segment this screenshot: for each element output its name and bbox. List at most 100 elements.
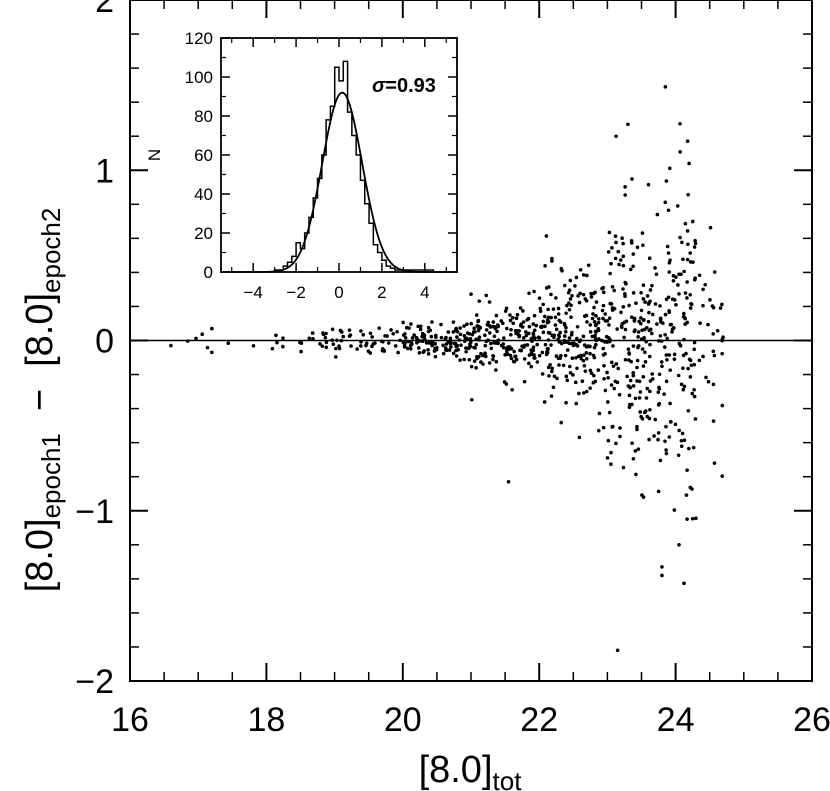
scatter-point <box>370 344 374 349</box>
scatter-point <box>638 390 643 394</box>
scatter-point <box>210 350 214 355</box>
scatter-point <box>310 331 315 335</box>
scatter-point <box>694 516 698 521</box>
x-tick-label: 26 <box>793 701 830 739</box>
scatter-point <box>575 344 580 348</box>
scatter-point <box>639 290 643 295</box>
scatter-point <box>513 328 518 333</box>
scatter-point <box>527 291 531 296</box>
scatter-point <box>593 333 597 338</box>
scatter-point <box>676 453 681 458</box>
scatter-point <box>688 260 693 264</box>
scatter-point <box>654 272 659 277</box>
scatter-point <box>496 323 500 327</box>
scatter-point <box>630 441 634 445</box>
scatter-point <box>531 331 536 336</box>
scatter-point <box>602 363 606 368</box>
scatter-point <box>621 254 626 259</box>
scatter-point <box>631 373 636 378</box>
scatter-point <box>535 360 540 364</box>
scatter-point <box>664 379 669 384</box>
scatter-point <box>677 543 681 547</box>
scatter-point <box>720 337 725 342</box>
scatter-point <box>537 296 542 300</box>
scatter-point <box>462 324 466 328</box>
scatter-point <box>467 332 472 336</box>
scatter-point <box>358 344 363 348</box>
scatter-point <box>568 278 573 283</box>
scatter-point <box>320 344 325 348</box>
scatter-point <box>543 264 547 268</box>
scatter-point <box>582 353 586 358</box>
scatter-point <box>534 323 539 328</box>
scatter-point <box>588 386 592 390</box>
y-tick-label: −1 <box>75 493 114 531</box>
scatter-point <box>720 351 724 356</box>
scatter-point <box>491 353 495 358</box>
scatter-point <box>626 347 631 351</box>
scatter-point <box>647 256 652 261</box>
scatter-point <box>615 380 620 385</box>
scatter-point <box>541 302 545 307</box>
scatter-point <box>653 266 657 270</box>
scatter-point <box>584 313 589 318</box>
scatter-point <box>401 320 405 325</box>
scatter-point <box>711 305 716 310</box>
scatter-point <box>529 364 534 369</box>
scatter-point <box>608 301 612 306</box>
scatter-point <box>484 328 489 332</box>
scatter-point <box>574 275 579 280</box>
scatter-point <box>635 358 640 363</box>
scatter-point <box>589 291 593 296</box>
scatter-point <box>584 298 589 303</box>
scatter-point <box>606 250 611 254</box>
scatter-point <box>678 121 682 126</box>
scatter-point <box>657 386 662 391</box>
scatter-point <box>542 400 547 404</box>
scatter-point <box>656 431 661 435</box>
y-axis-label-minus: − <box>19 389 61 411</box>
gaussian-fit-curve <box>231 91 447 273</box>
scatter-point <box>567 301 571 305</box>
scatter-point <box>543 314 547 319</box>
scatter-point <box>663 332 667 337</box>
scatter-point <box>389 328 393 332</box>
scatter-point <box>606 400 610 404</box>
scatter-point <box>641 243 645 248</box>
scatter-point <box>706 379 711 384</box>
scatter-point <box>467 337 472 342</box>
scatter-point <box>596 368 601 372</box>
inset-y-tick-label: 40 <box>194 185 213 204</box>
scatter-point <box>600 308 605 313</box>
scatter-point <box>330 338 334 342</box>
scatter-point <box>169 343 173 348</box>
scatter-point <box>679 444 684 449</box>
scatter-point <box>693 238 697 243</box>
scatter-point <box>544 234 549 238</box>
scatter-point <box>653 417 658 422</box>
scatter-point <box>627 405 632 410</box>
scatter-point <box>537 336 542 340</box>
scatter-point <box>505 326 509 331</box>
inset-x-tick-label: 0 <box>334 283 343 302</box>
scatter-point <box>673 422 678 427</box>
scatter-point <box>652 434 656 438</box>
scatter-point <box>611 344 615 348</box>
scatter-point <box>359 340 363 344</box>
scatter-point <box>642 336 646 340</box>
scatter-point <box>691 445 696 450</box>
main-ticks <box>129 0 813 682</box>
scatter-point <box>318 342 322 346</box>
scatter-point <box>590 334 595 339</box>
scatter-point <box>597 317 601 321</box>
scatter-point <box>581 391 586 395</box>
scatter-point <box>405 325 409 330</box>
scatter-point <box>514 331 518 336</box>
scatter-point <box>581 334 586 339</box>
scatter-point <box>458 326 462 330</box>
inset-x-tick-label: −2 <box>286 283 305 302</box>
scatter-point <box>508 353 513 358</box>
scatter-point <box>613 234 618 238</box>
scatter-point <box>474 313 479 317</box>
